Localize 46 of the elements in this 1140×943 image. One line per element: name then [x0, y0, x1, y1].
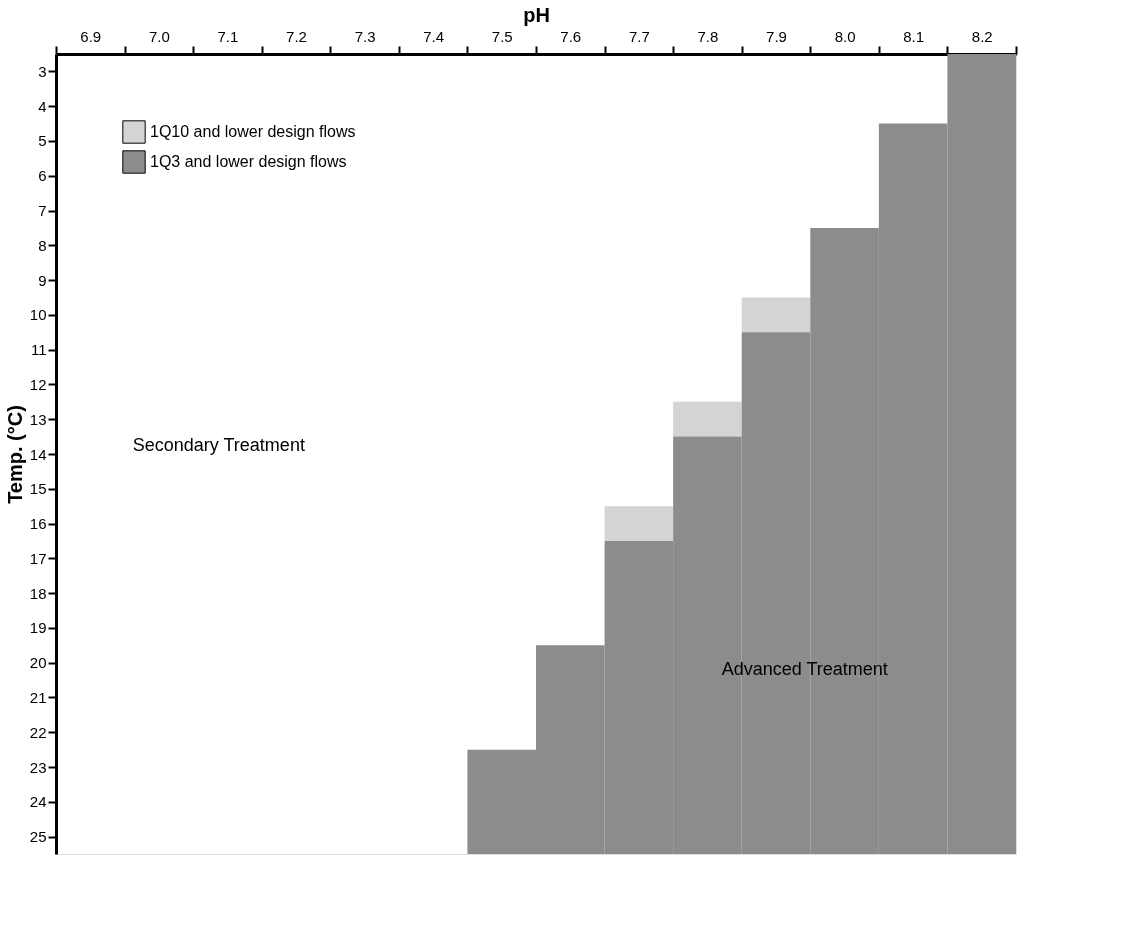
y-tick-label: 13 — [29, 410, 47, 428]
y-tick-label: 8 — [38, 236, 47, 254]
y-tick-label: 23 — [29, 758, 47, 776]
x-tick-label: 7.0 — [148, 27, 170, 45]
y-tick-label: 18 — [29, 584, 47, 602]
x-axis-title: pH — [523, 3, 550, 26]
y-tick-label: 16 — [29, 515, 47, 533]
x-tick-label: 8.1 — [903, 27, 925, 45]
x-tick-label: 7.7 — [628, 27, 650, 45]
y-tick-label: 17 — [29, 549, 47, 567]
annotation: Advanced Treatment — [721, 659, 888, 679]
x-tick-label: 7.6 — [560, 27, 582, 45]
y-tick-label: 6 — [38, 167, 47, 185]
annotation: Secondary Treatment — [132, 435, 305, 455]
y-tick-label: 10 — [29, 306, 47, 324]
y-tick-label: 4 — [38, 97, 47, 115]
y-tick-label: 21 — [29, 688, 47, 706]
legend-label: 1Q10 and lower design flows — [150, 123, 356, 140]
y-tick-label: 15 — [29, 480, 47, 498]
y-tick-label: 7 — [38, 202, 47, 220]
x-tick-label: 8.0 — [834, 27, 856, 45]
y-axis-title: Temp. (°C) — [3, 405, 26, 504]
x-tick-label: 7.1 — [217, 27, 239, 45]
x-tick-label: 7.2 — [286, 27, 307, 45]
x-tick-label: 8.2 — [971, 27, 993, 45]
bar — [604, 506, 674, 541]
y-tick-label: 14 — [29, 445, 47, 463]
x-tick-label: 7.8 — [697, 27, 719, 45]
bar — [741, 297, 811, 333]
x-tick-label: 7.3 — [354, 27, 376, 45]
x-tick-label: 7.5 — [491, 27, 513, 45]
y-tick-label: 20 — [29, 654, 47, 672]
y-tick-label: 11 — [30, 341, 47, 359]
bar — [673, 401, 742, 437]
legend-label: 1Q3 and lower design flows — [150, 153, 347, 170]
y-tick-label: 25 — [29, 828, 47, 846]
y-tick-label: 19 — [29, 619, 47, 637]
y-tick-label: 9 — [38, 271, 47, 289]
y-tick-label: 3 — [38, 62, 47, 80]
x-tick-label: 6.9 — [80, 27, 102, 45]
y-tick-label: 12 — [29, 375, 47, 393]
y-tick-label: 24 — [29, 793, 47, 811]
y-tick-label: 5 — [38, 132, 47, 150]
y-tick-label: 22 — [29, 723, 47, 741]
x-tick-label: 7.9 — [766, 27, 787, 45]
x-tick-label: 7.4 — [423, 27, 445, 45]
